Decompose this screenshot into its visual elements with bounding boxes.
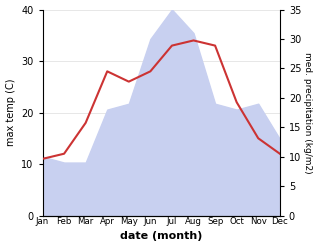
Y-axis label: med. precipitation (kg/m2): med. precipitation (kg/m2)	[303, 52, 313, 173]
X-axis label: date (month): date (month)	[120, 231, 202, 242]
Y-axis label: max temp (C): max temp (C)	[5, 79, 16, 146]
